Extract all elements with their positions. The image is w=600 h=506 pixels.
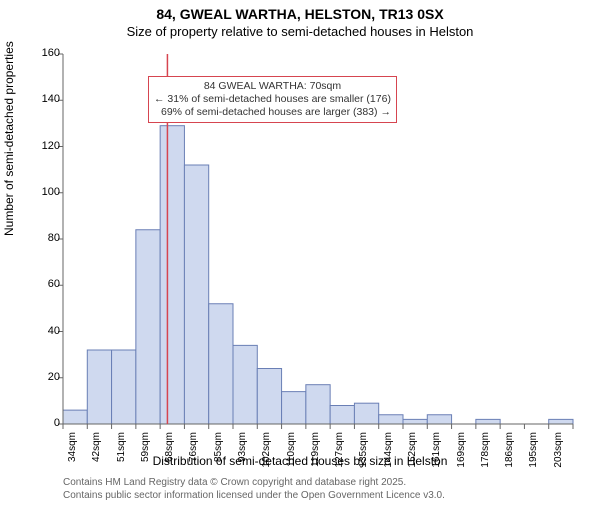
footer-attrib: Contains HM Land Registry data © Crown c…	[63, 476, 445, 502]
title-line-1: 84, GWEAL WARTHA, HELSTON, TR13 0SX	[0, 6, 600, 22]
annotation-line-1: 84 GWEAL WARTHA: 70sqm	[154, 80, 391, 93]
annotation-line-2: ← 31% of semi-detached houses are smalle…	[154, 93, 391, 106]
y-tick: 140	[30, 93, 60, 105]
chart-area: 84 GWEAL WARTHA: 70sqm ← 31% of semi-det…	[63, 54, 573, 424]
title-line-2: Size of property relative to semi-detach…	[0, 24, 600, 39]
y-tick: 160	[30, 47, 60, 59]
y-tick: 0	[30, 417, 60, 429]
y-axis-label: Number of semi-detached properties	[2, 41, 16, 236]
annotation-line-3: 69% of semi-detached houses are larger (…	[154, 106, 391, 119]
y-tick: 60	[30, 278, 60, 290]
y-tick: 100	[30, 186, 60, 198]
y-tick: 40	[30, 325, 60, 337]
footer-line-2: Contains public sector information licen…	[63, 489, 445, 502]
footer-line-1: Contains HM Land Registry data © Crown c…	[63, 476, 445, 489]
y-tick: 120	[30, 140, 60, 152]
y-tick: 20	[30, 371, 60, 383]
x-axis-label: Distribution of semi-detached houses by …	[0, 454, 600, 468]
y-tick: 80	[30, 232, 60, 244]
annotation-box: 84 GWEAL WARTHA: 70sqm ← 31% of semi-det…	[148, 76, 397, 123]
